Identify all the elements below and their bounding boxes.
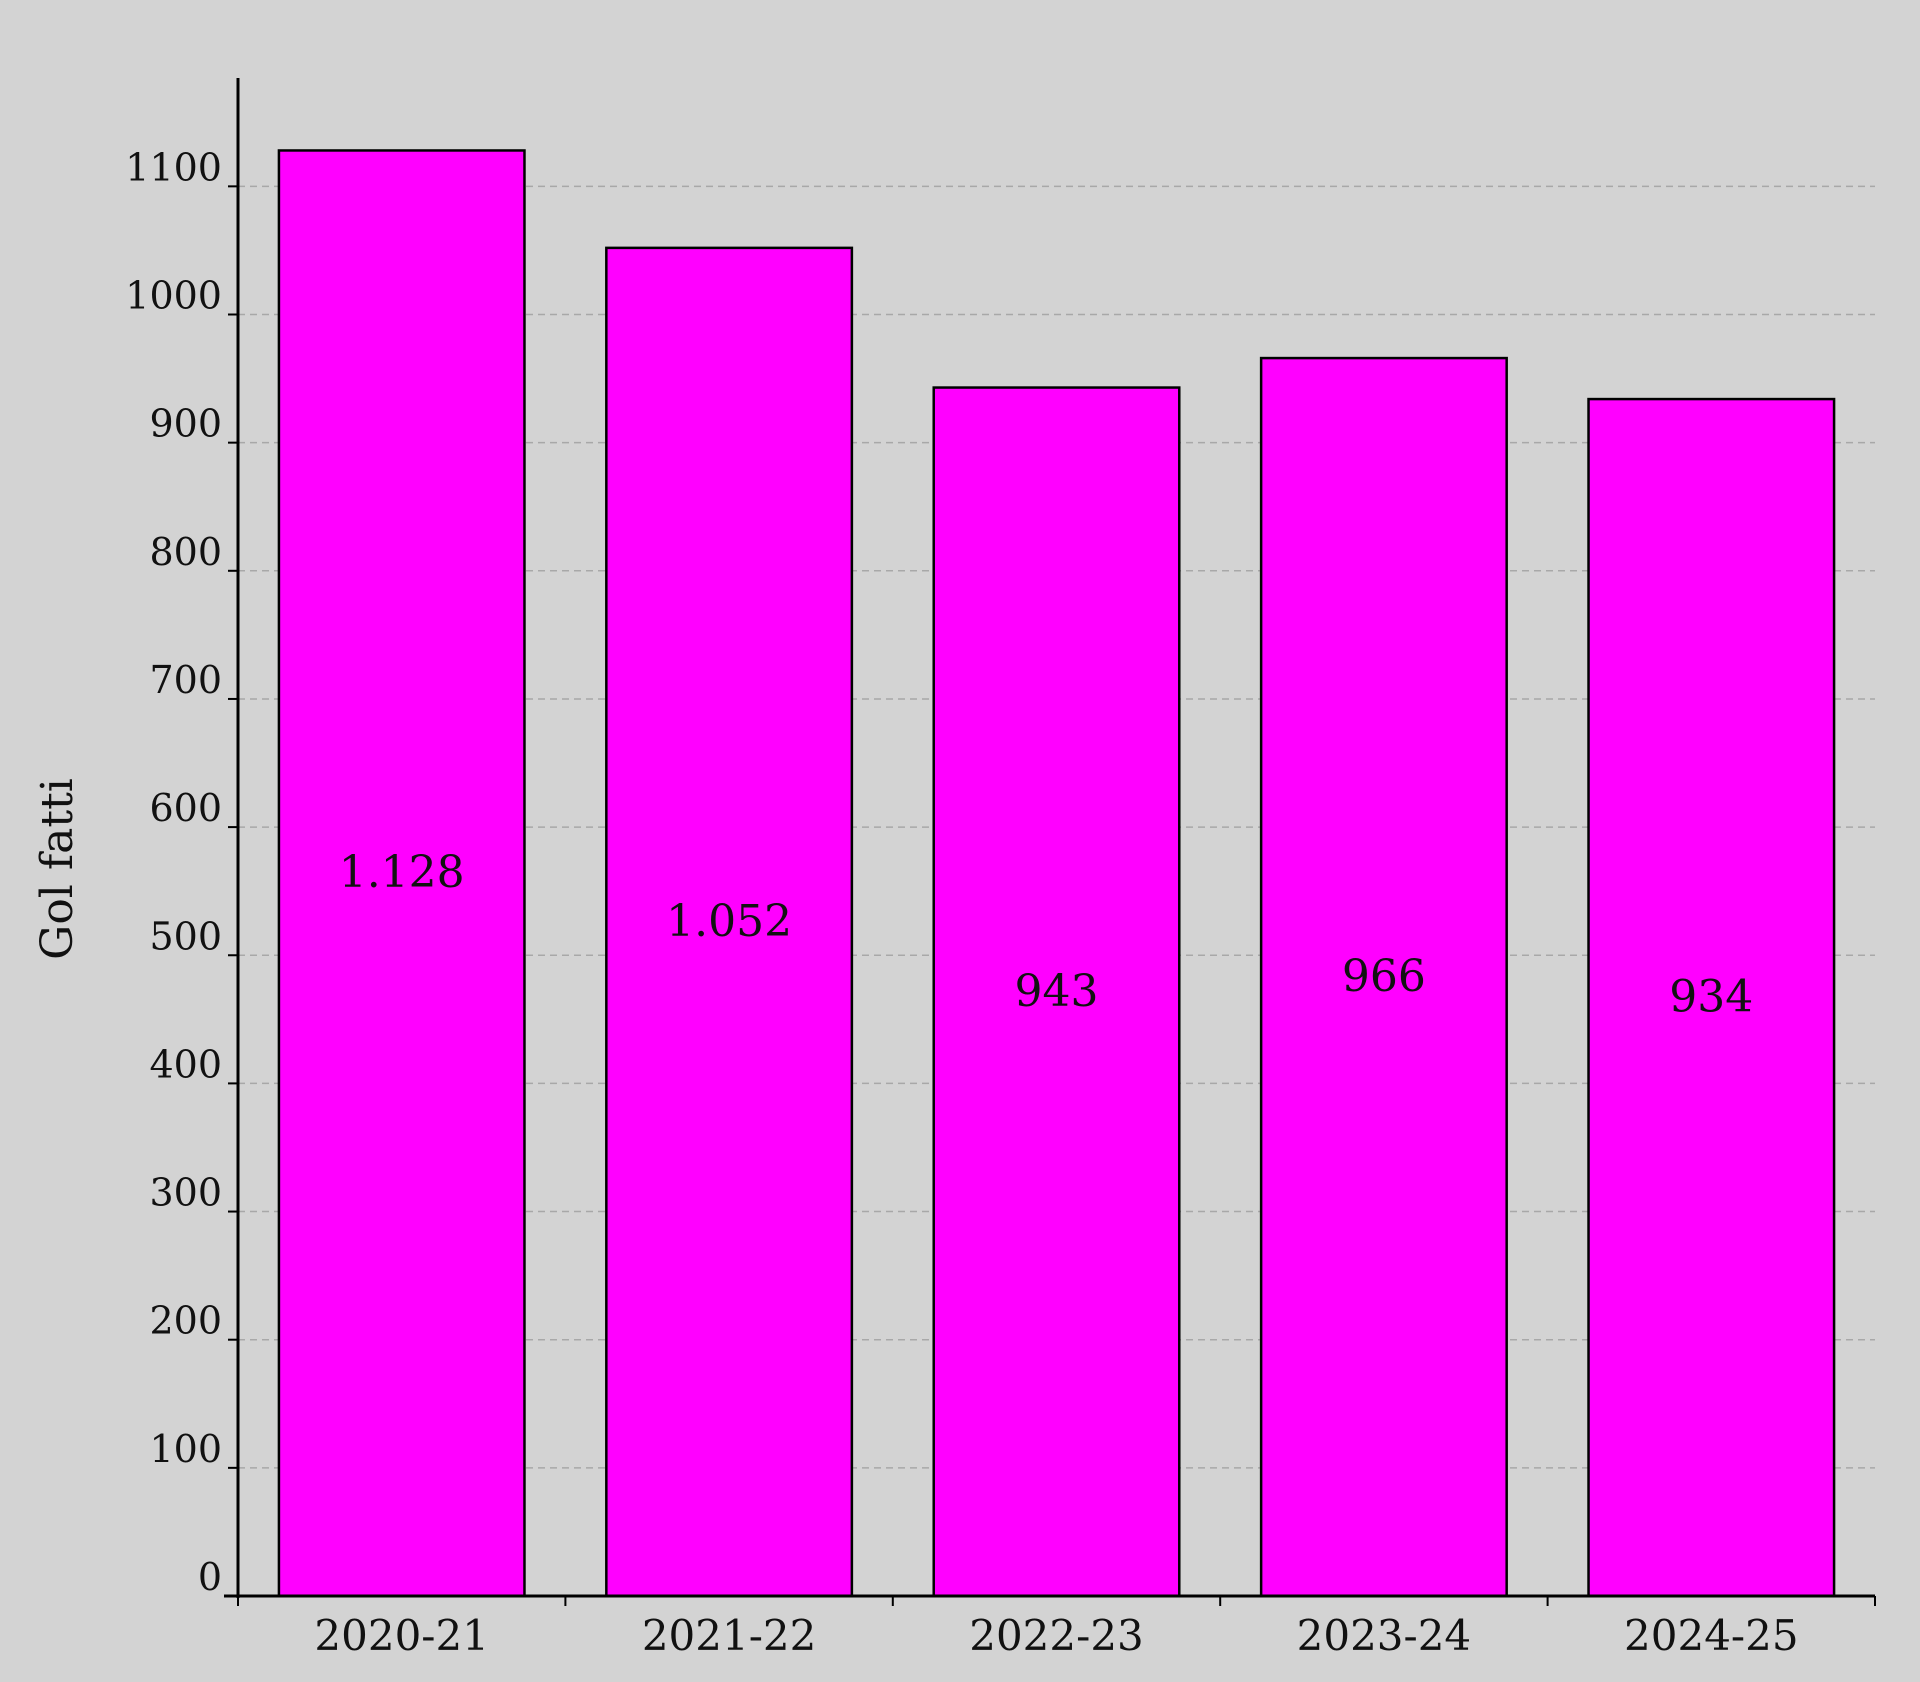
y-tick-label: 300 <box>149 1171 222 1215</box>
y-tick-label: 900 <box>149 402 222 446</box>
y-axis-title: Gol fatti <box>32 778 83 960</box>
x-tick-label: 2021-22 <box>642 1611 817 1660</box>
x-axis-ticks: 2020-21 2021-22 2022-23 2023-24 2024-25 <box>237 1596 1876 1660</box>
bar-value-label: 966 <box>1342 951 1426 1002</box>
y-axis-ticks: 0 100 200 300 400 500 600 700 800 900 1000 1100 <box>125 145 238 1599</box>
y-tick-label: 1000 <box>125 274 222 318</box>
bar-2023-24 <box>1259 356 1508 1598</box>
bar-2022-23 <box>932 386 1181 1598</box>
x-tick-label: 2022-23 <box>969 1611 1144 1660</box>
x-tick-label: 2020-21 <box>314 1611 489 1660</box>
bar-2021-22 <box>605 246 854 1598</box>
bar-value-label: 943 <box>1015 966 1099 1017</box>
y-tick-label: 500 <box>149 914 222 958</box>
bar-value-label: 1.052 <box>666 896 792 947</box>
bar-value-label: 1.128 <box>339 847 465 898</box>
y-tick-label: 700 <box>149 658 222 702</box>
data-labels: 1.128 1.052 943 966 934 <box>339 847 1754 1022</box>
y-tick-label: 200 <box>149 1299 222 1343</box>
x-tick-label: 2024-25 <box>1624 1611 1799 1660</box>
bar-value-label: 934 <box>1669 972 1753 1023</box>
y-tick-label: 100 <box>149 1427 222 1471</box>
y-tick-label: 1100 <box>125 145 222 189</box>
y-tick-label: 800 <box>149 530 222 574</box>
y-tick-label: 400 <box>149 1042 222 1086</box>
bar-2020-21 <box>277 149 526 1598</box>
axes <box>224 78 1875 1598</box>
bar-2024-25 <box>1587 397 1836 1598</box>
y-tick-label: 600 <box>149 786 222 830</box>
x-tick-label: 2023-24 <box>1297 1611 1472 1660</box>
bars <box>277 149 1836 1598</box>
y-tick-label: 0 <box>198 1555 222 1599</box>
